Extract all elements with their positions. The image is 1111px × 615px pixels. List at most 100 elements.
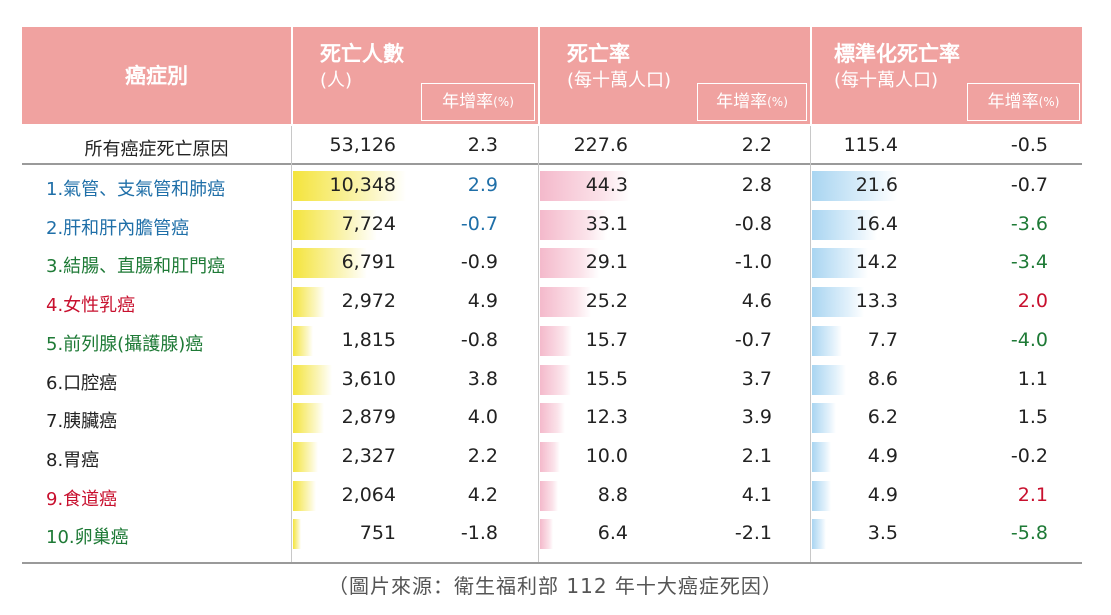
death-rate-bar [540,480,558,511]
deaths-value: 3,610 [341,367,396,390]
std-rate-bar [812,325,843,356]
death-rate-bar [540,519,553,550]
row-label: 8.胃癌 [46,449,100,471]
growth-label: 年增率 [442,92,494,112]
total-std-rate: 115.4 [843,134,898,156]
column-divider [291,126,292,563]
header-cancer-type: 癌症別 [125,64,188,88]
deaths-bar [293,364,333,395]
death-rate-value: 29.1 [585,251,628,274]
std-rate-value: 16.4 [855,212,898,235]
header-deaths: 死亡人數 [320,42,404,66]
rate-growth-value: -2.1 [734,522,772,545]
header-death-rate-unit: (每十萬人口) [567,70,672,91]
death-rate-value: 44.3 [585,174,628,196]
row-label: 6.口腔癌 [46,372,118,394]
total-row-label: 所有癌症死亡原因 [84,139,229,160]
std-rate-bar [812,171,897,201]
row-label: 1.氣管、支氣管和肺癌 [46,179,226,200]
death-rate-value: 10.0 [585,444,628,467]
death-rate-value: 15.5 [585,367,628,390]
rate-growth-value: 2.1 [741,444,772,467]
death-rate-bar [540,209,608,240]
growth-unit: (%) [493,95,514,109]
death-rate-bar [540,248,600,279]
header-std-growth: 年增率 (%) [967,83,1080,121]
row-label: 4.女性乳癌 [46,295,136,317]
death-rate-bar [540,325,572,356]
death-rate-value: 15.7 [585,328,628,351]
total-rate: 227.6 [573,134,628,156]
growth-unit: (%) [1038,95,1060,109]
growth-unit: (%) [767,95,788,109]
deaths-bar [293,403,325,434]
deaths-value: 10,348 [329,174,396,196]
deaths-growth-value: -0.8 [460,328,498,351]
deaths-growth-value: 2.9 [467,174,498,196]
std-rate-bar [812,403,837,434]
deaths-value: 2,972 [341,290,396,313]
std-rate-value: 13.3 [855,290,898,313]
deaths-growth-value: 3.8 [467,367,498,390]
header-rate-growth: 年增率 (%) [697,83,807,121]
deaths-growth-value: 4.0 [467,406,498,429]
std-rate-value: 6.2 [867,406,898,429]
rate-growth-value: -0.8 [734,212,772,235]
std-rate-bar [812,364,846,395]
deaths-value: 6,791 [341,251,396,274]
header-divider [810,27,812,124]
std-rate-bar [812,441,832,472]
deaths-bar [293,480,316,511]
death-rate-bar [540,403,565,434]
deaths-bar [293,325,313,356]
std-rate-value: 8.6 [867,367,898,390]
std-rate-value: 21.6 [855,174,898,196]
std-growth-value: -0.2 [1010,444,1048,467]
deaths-value: 7,724 [341,212,396,235]
deaths-value: 751 [359,522,396,545]
std-rate-bar [812,480,832,511]
table-bottom-rule [22,562,1082,564]
std-rate-bar [812,519,826,550]
rate-growth-value: 4.1 [741,483,772,506]
header-deaths-growth: 年增率 (%) [421,83,535,121]
deaths-bar [293,209,378,240]
death-rate-value: 6.4 [597,522,628,545]
row-label: 10.卵巢癌 [46,527,129,549]
deaths-value: 2,879 [341,406,396,429]
std-growth-value: -3.4 [1010,251,1048,274]
deaths-bar [293,171,406,201]
row-label: 7.胰臟癌 [46,411,118,433]
rate-growth-value: 4.6 [741,290,772,313]
death-rate-value: 12.3 [585,406,628,429]
death-rate-bar [540,287,592,318]
deaths-value: 2,064 [341,483,396,506]
std-rate-value: 4.9 [867,444,898,467]
std-growth-value: -0.7 [1010,174,1048,196]
std-rate-bar [812,209,877,240]
rate-growth-value: 3.7 [741,367,772,390]
std-growth-value: 1.5 [1017,406,1048,429]
deaths-bar [293,519,302,550]
header-band [22,27,1082,124]
rate-growth-value: 2.8 [741,174,772,196]
deaths-bar [293,441,319,472]
std-growth-value: -4.0 [1010,328,1048,351]
growth-label: 年增率 [987,92,1039,112]
std-growth-value: -3.6 [1010,212,1048,235]
total-deaths-growth: 2.3 [467,134,498,156]
header-divider [538,27,540,124]
death-rate-bar [540,171,630,201]
std-growth-value: -5.8 [1010,522,1048,545]
row-label: 3.結腸、直腸和肛門癌 [46,256,226,278]
deaths-growth-value: 2.2 [467,444,498,467]
header-death-rate: 死亡率 [567,42,630,66]
header-std-rate-unit: (每十萬人口) [834,70,939,91]
std-growth-value: 2.0 [1017,290,1048,313]
death-rate-value: 8.8 [597,483,628,506]
deaths-bar [293,287,326,318]
total-deaths: 53,126 [329,134,396,156]
deaths-growth-value: 4.9 [467,290,498,313]
total-rate-growth: 2.2 [741,134,772,156]
std-rate-bar [812,287,865,318]
